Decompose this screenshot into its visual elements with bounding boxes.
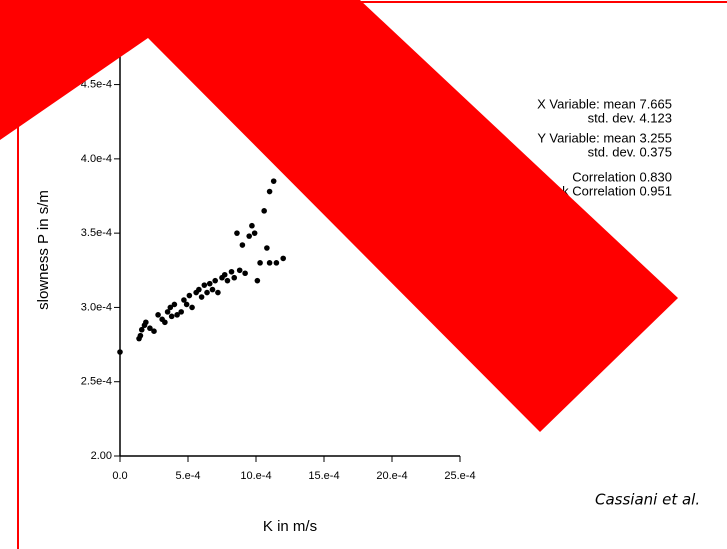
- point: [204, 289, 210, 296]
- x-tick-label: 20.e-4: [376, 470, 407, 482]
- point: [224, 277, 231, 284]
- point: [273, 260, 280, 266]
- point: [212, 277, 218, 284]
- point: [254, 277, 261, 284]
- y-tick-label: 2.5e-4: [81, 376, 112, 388]
- point: [181, 297, 187, 303]
- y-tick-label: 4.5e-4: [81, 78, 112, 90]
- point: [228, 268, 235, 275]
- point: [264, 245, 270, 251]
- point: [155, 312, 161, 318]
- point: [266, 188, 273, 195]
- point: [206, 280, 213, 287]
- x-tick-label: 0.0: [112, 470, 127, 482]
- point: [151, 328, 157, 335]
- point: [174, 312, 180, 318]
- stat-line: Correlation 0.830: [572, 169, 672, 184]
- point: [209, 286, 216, 293]
- point: [171, 301, 178, 308]
- point: [266, 260, 273, 266]
- point: [117, 349, 123, 355]
- stat-line: Rank Correlation 0.951: [538, 183, 672, 198]
- point: [186, 292, 193, 299]
- point: [183, 301, 190, 308]
- point: [198, 294, 205, 300]
- stat-line: std. dev. 0.375: [588, 144, 672, 159]
- point: [167, 304, 174, 311]
- y-tick-label: 2.00: [91, 450, 112, 462]
- x-tick-label: 15.e-4: [308, 470, 339, 482]
- point: [234, 230, 240, 236]
- stat-line: Y Variable: mean 3.255: [537, 130, 672, 145]
- point: [231, 274, 238, 281]
- point: [236, 267, 243, 274]
- point: [257, 260, 263, 266]
- y-tick-label: 3.5e-4: [81, 227, 112, 239]
- x-tick-label: 5.e-4: [175, 470, 200, 482]
- credit: Cassiani et al.: [595, 491, 700, 509]
- y-axis-label: slowness P in s/m: [35, 190, 52, 310]
- point: [143, 319, 149, 326]
- stat-line: std. dev. 4.123: [588, 110, 672, 125]
- point: [164, 309, 171, 315]
- point: [221, 271, 228, 278]
- point: [270, 178, 277, 184]
- point: [178, 309, 184, 315]
- x-tick-label: 10.e-4: [240, 470, 271, 482]
- point: [147, 325, 153, 332]
- point: [137, 332, 144, 339]
- x-axis-label: K in m/s: [263, 518, 317, 535]
- point: [261, 208, 267, 214]
- y-tick-label: 3.0e-4: [81, 301, 112, 313]
- point: [168, 313, 175, 320]
- point: [242, 270, 248, 277]
- overlay-chevron: [0, 0, 678, 432]
- point: [251, 230, 258, 236]
- point: [138, 326, 145, 333]
- y-tick-label: 4.0e-4: [81, 153, 112, 165]
- point: [196, 286, 202, 293]
- point: [249, 222, 255, 229]
- point: [246, 233, 252, 239]
- point: [239, 242, 246, 248]
- point: [215, 289, 221, 296]
- x-tick-label: 25.e-4: [444, 470, 475, 482]
- point: [162, 319, 168, 326]
- point: [201, 282, 208, 288]
- stat-line: X Variable: mean 7.665: [537, 96, 672, 111]
- point: [280, 255, 287, 262]
- point: [189, 304, 195, 311]
